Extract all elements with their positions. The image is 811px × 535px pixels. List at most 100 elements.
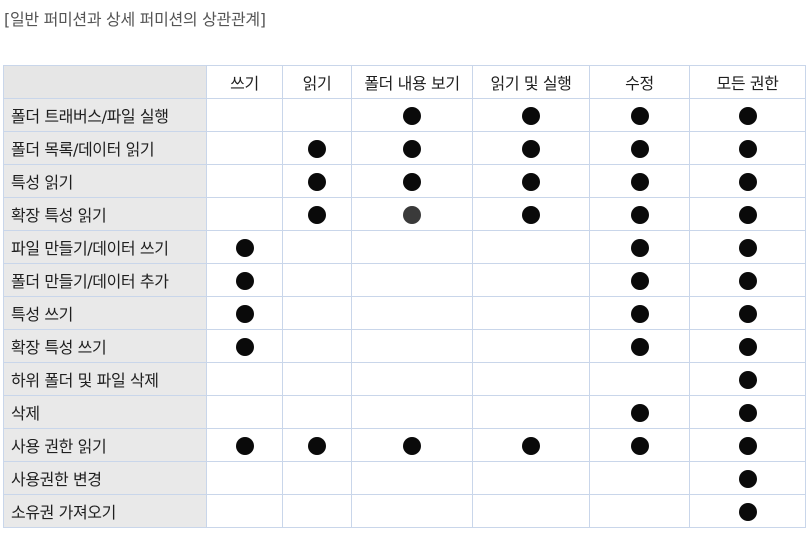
table-row: 소유권 가져오기: [3, 494, 806, 528]
table-cell: [589, 395, 690, 429]
row-header: 소유권 가져오기: [3, 494, 207, 528]
table-cell: [351, 164, 473, 198]
column-header: 수정: [589, 65, 690, 99]
table-cell: [282, 230, 352, 264]
filled-circle-icon: [403, 436, 421, 455]
filled-circle-icon: [630, 106, 649, 125]
table-header: 쓰기 읽기 폴더 내용 보기 읽기 및 실행 수정 모든 권한: [3, 65, 806, 99]
filled-circle-icon: [630, 205, 649, 224]
table-cell: [282, 164, 352, 198]
filled-circle-icon: [738, 172, 757, 191]
table-cell: [589, 494, 690, 528]
table-cell: [689, 197, 806, 231]
table-cell: [351, 131, 473, 165]
table-cell: [689, 461, 806, 495]
filled-circle-icon: [630, 238, 649, 257]
table-cell: [282, 395, 352, 429]
table-cell: [282, 263, 352, 297]
filled-circle-icon: [522, 172, 540, 191]
table-cell: [589, 296, 690, 330]
table-cell: [206, 263, 283, 297]
filled-circle-icon: [403, 172, 421, 191]
table-cell: [206, 230, 283, 264]
row-header: 사용권한 변경: [3, 461, 207, 495]
table-cell: [351, 197, 473, 231]
table-cell: [282, 329, 352, 363]
table-cell: [689, 362, 806, 396]
row-header: 하위 폴더 및 파일 삭제: [3, 362, 207, 396]
header-corner-cell: [3, 65, 207, 99]
table-cell: [589, 131, 690, 165]
filled-circle-icon: [738, 370, 757, 389]
table-cell: [206, 395, 283, 429]
table-cell: [689, 164, 806, 198]
filled-circle-icon: [738, 502, 757, 521]
table-cell: [206, 98, 283, 132]
table-cell: [589, 98, 690, 132]
table-row: 사용 권한 읽기: [3, 428, 806, 462]
table-row: 폴더 만들기/데이터 추가: [3, 263, 806, 297]
table-cell: [351, 428, 473, 462]
filled-circle-icon: [630, 304, 649, 323]
table-cell: [472, 197, 590, 231]
table-cell: [351, 362, 473, 396]
table-row: 삭제: [3, 395, 806, 429]
filled-circle-icon: [403, 205, 421, 224]
table-cell: [472, 263, 590, 297]
table-caption: [일반 퍼미션과 상세 퍼미션의 상관관계]: [4, 10, 266, 29]
table-cell: [206, 494, 283, 528]
table-cell: [589, 362, 690, 396]
table-cell: [472, 230, 590, 264]
table-cell: [282, 131, 352, 165]
column-header: 읽기 및 실행: [472, 65, 590, 99]
column-header: 읽기: [282, 65, 352, 99]
filled-circle-icon: [522, 436, 540, 455]
filled-circle-icon: [403, 106, 421, 125]
table-row: 하위 폴더 및 파일 삭제: [3, 362, 806, 396]
table-cell: [206, 461, 283, 495]
table-cell: [282, 362, 352, 396]
table-cell: [689, 428, 806, 462]
filled-circle-icon: [522, 205, 540, 224]
table-cell: [689, 131, 806, 165]
filled-circle-icon: [235, 337, 254, 356]
row-header: 폴더 트래버스/파일 실행: [3, 98, 207, 132]
table-cell: [472, 461, 590, 495]
filled-circle-icon: [738, 271, 757, 290]
row-header: 사용 권한 읽기: [3, 428, 207, 462]
filled-circle-icon: [630, 436, 649, 455]
filled-circle-icon: [630, 403, 649, 422]
table-row: 사용권한 변경: [3, 461, 806, 495]
table-cell: [689, 230, 806, 264]
filled-circle-icon: [308, 139, 326, 158]
table-cell: [206, 296, 283, 330]
column-header: 모든 권한: [689, 65, 806, 99]
filled-circle-icon: [235, 436, 254, 455]
table-cell: [589, 164, 690, 198]
table-cell: [351, 494, 473, 528]
filled-circle-icon: [738, 205, 757, 224]
table-cell: [472, 296, 590, 330]
row-header: 파일 만들기/데이터 쓰기: [3, 230, 207, 264]
table-cell: [206, 329, 283, 363]
table-cell: [472, 428, 590, 462]
column-header: 쓰기: [206, 65, 283, 99]
table-cell: [206, 197, 283, 231]
table-row: 확장 특성 쓰기: [3, 329, 806, 363]
table-cell: [351, 230, 473, 264]
filled-circle-icon: [738, 436, 757, 455]
table-cell: [589, 230, 690, 264]
table-cell: [589, 197, 690, 231]
filled-circle-icon: [235, 238, 254, 257]
filled-circle-icon: [630, 139, 649, 158]
table-cell: [589, 428, 690, 462]
table-cell: [351, 98, 473, 132]
table-row: 특성 쓰기: [3, 296, 806, 330]
filled-circle-icon: [738, 238, 757, 257]
table-row: 폴더 목록/데이터 읽기: [3, 131, 806, 165]
filled-circle-icon: [235, 304, 254, 323]
table-cell: [689, 263, 806, 297]
filled-circle-icon: [235, 271, 254, 290]
table-cell: [282, 461, 352, 495]
table-cell: [351, 263, 473, 297]
